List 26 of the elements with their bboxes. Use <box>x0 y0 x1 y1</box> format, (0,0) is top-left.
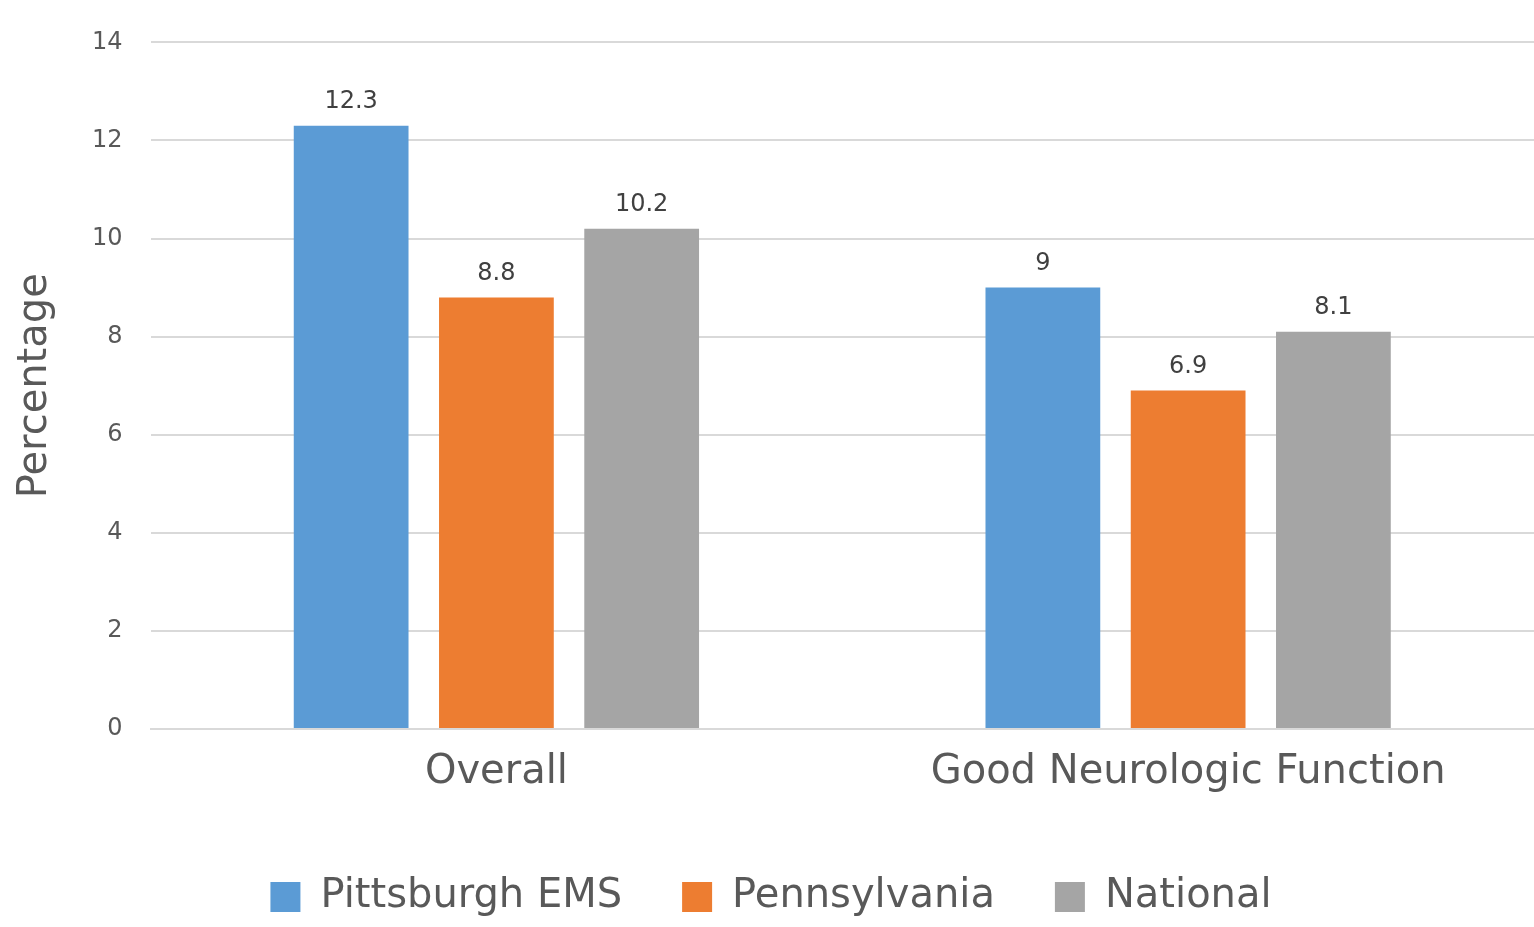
data-label: 6.9 <box>1169 350 1208 379</box>
legend-label: Pennsylvania <box>732 870 995 917</box>
data-label: 12.3 <box>324 86 378 115</box>
data-label: 8.1 <box>1314 291 1353 320</box>
y-tick-label: 8 <box>107 320 123 349</box>
y-tick-label: 6 <box>107 418 123 447</box>
bar <box>439 297 554 728</box>
bar <box>985 287 1101 728</box>
data-label: 10.2 <box>614 189 669 217</box>
x-tick-label: Good Neurologic Function <box>930 746 1446 793</box>
y-tick-label: 4 <box>107 517 123 546</box>
bar <box>1276 331 1391 728</box>
data-label: 8.8 <box>477 257 516 286</box>
y-tick-label: 12 <box>91 124 123 153</box>
bar <box>584 228 700 728</box>
y-tick-label: 2 <box>107 615 123 644</box>
bar <box>293 125 409 728</box>
y-tick-label: 0 <box>107 713 123 742</box>
x-tick-label: Overall <box>424 746 568 793</box>
y-tick-label: 14 <box>91 26 123 55</box>
y-axis-title: Percentage <box>9 273 56 499</box>
bar <box>1130 390 1246 728</box>
legend-label: National <box>1104 870 1272 917</box>
data-label: 9 <box>1035 247 1051 276</box>
legend-label: Pittsburgh EMS <box>320 870 623 917</box>
y-tick-label: 10 <box>91 222 123 251</box>
